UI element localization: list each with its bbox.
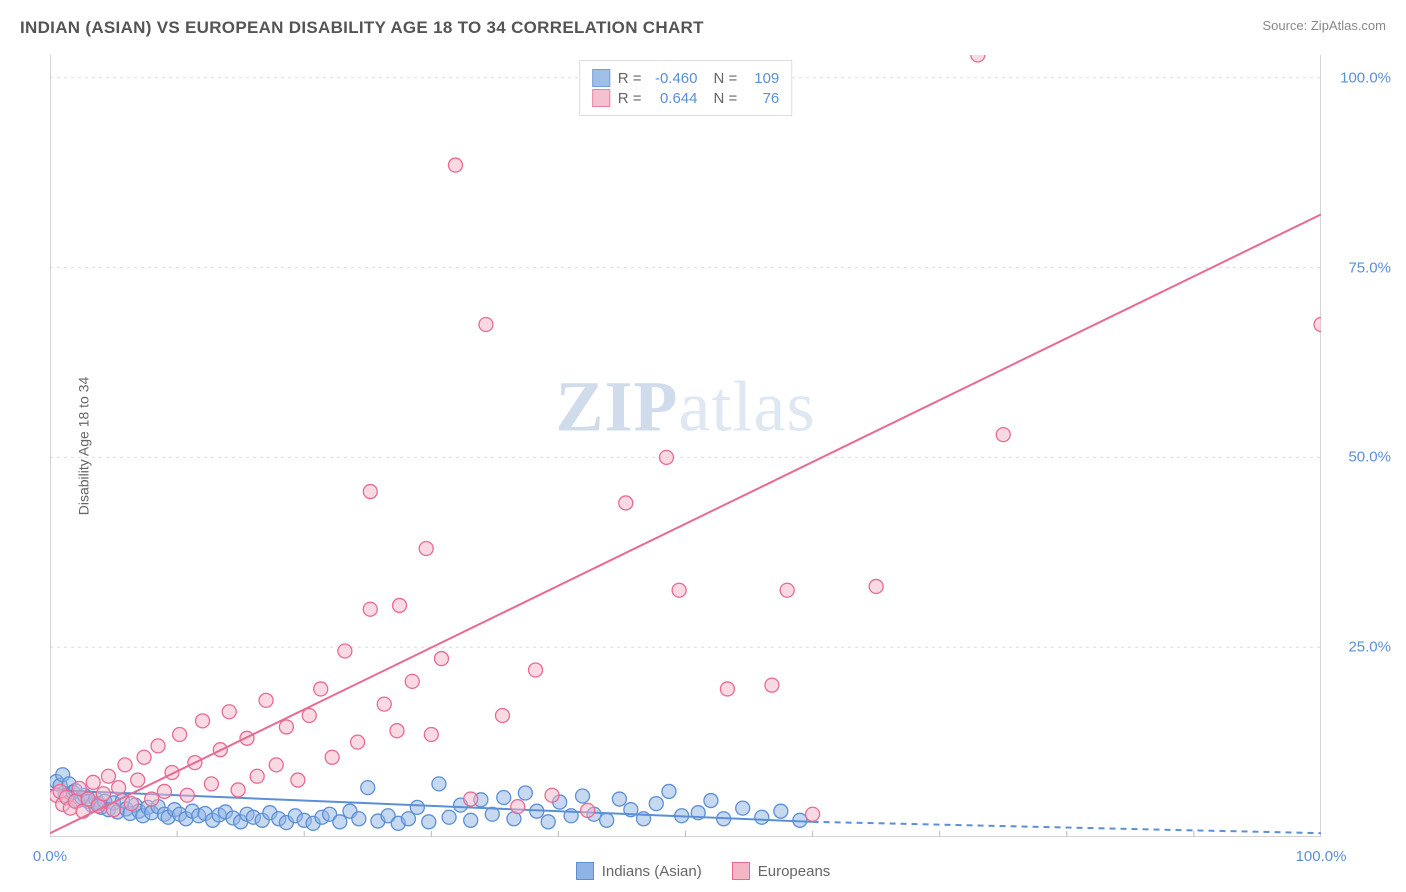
stat-r-label: R = xyxy=(618,70,642,87)
legend-item: Europeans xyxy=(732,862,831,880)
stat-n-value: 109 xyxy=(745,70,779,87)
legend-item: Indians (Asian) xyxy=(576,862,702,880)
stat-r-value: -0.460 xyxy=(650,70,698,87)
y-tick-label: 25.0% xyxy=(1348,639,1391,656)
source-link[interactable]: ZipAtlas.com xyxy=(1311,18,1386,33)
chart-area: ZIPatlas R =-0.460N =109R =0.644N =76 25… xyxy=(50,55,1321,837)
stat-n-label: N = xyxy=(714,70,738,87)
legend-swatch xyxy=(576,862,594,880)
chart-title: INDIAN (ASIAN) VS EUROPEAN DISABILITY AG… xyxy=(20,18,704,38)
y-tick-label: 75.0% xyxy=(1348,259,1391,276)
legend-swatch xyxy=(592,69,610,87)
y-tick-label: 100.0% xyxy=(1340,69,1391,86)
stats-legend-row: R = 0.644 N = 76 xyxy=(592,89,780,107)
stats-legend-row: R = -0.460 N = 109 xyxy=(592,69,780,87)
stat-n-label: N = xyxy=(714,90,738,107)
bottom-legend: Indians (Asian) Europeans xyxy=(0,862,1406,880)
stat-n-value: 76 xyxy=(745,90,779,107)
legend-label: Indians (Asian) xyxy=(602,863,702,880)
legend-label: Europeans xyxy=(758,863,831,880)
source-attribution: Source: ZipAtlas.com xyxy=(1262,18,1386,33)
legend-swatch xyxy=(732,862,750,880)
stat-r-label: R = xyxy=(618,90,642,107)
source-prefix: Source: xyxy=(1262,18,1310,33)
stat-r-value: 0.644 xyxy=(650,90,698,107)
y-tick-label: 50.0% xyxy=(1348,449,1391,466)
legend-swatch xyxy=(592,89,610,107)
scatter-plot xyxy=(50,55,1321,837)
stats-legend: R = -0.460 N = 109 R = 0.644 N = 76 xyxy=(579,60,793,116)
